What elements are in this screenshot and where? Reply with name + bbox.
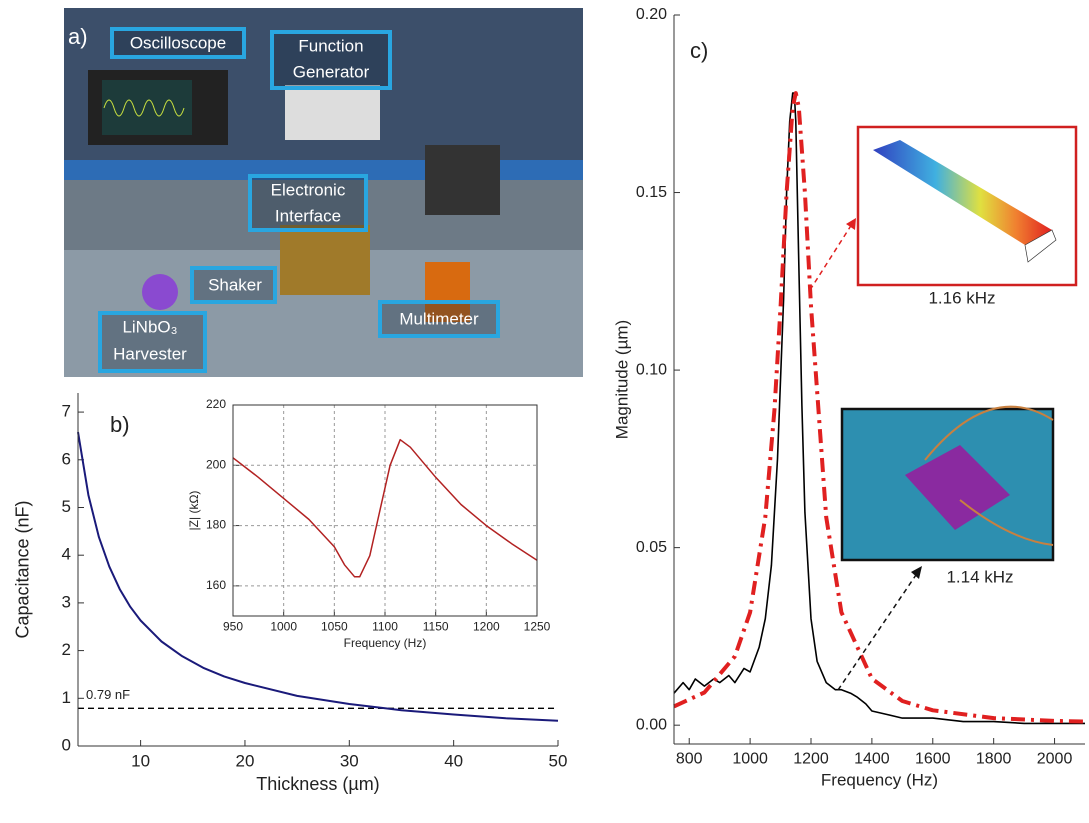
panel-label: c) [690,38,708,63]
x-axis-title: Frequency (Hz) [344,636,427,650]
x-tick-label: 10 [131,752,150,771]
reference-label: 0.79 nF [86,687,130,702]
photo-label: Shaker [208,275,262,294]
shaker-body [142,274,178,310]
y-tick-label: 0.00 [636,716,667,733]
photo-label: LiNbO₃ [122,317,177,336]
data-line [673,92,1085,725]
label-box [270,30,392,90]
panel-label: a) [68,24,88,49]
y-tick-label: 0.05 [636,539,667,556]
device-body [905,445,1010,530]
board [280,225,370,295]
x-tick-label: 1150 [423,620,449,634]
x-tick-label: 40 [444,752,463,771]
x-tick-label: 1100 [372,620,398,634]
beam-edge [1024,229,1057,263]
x-tick-label: 1400 [854,750,890,767]
y-axis-title: Magnitude (µm) [612,320,631,439]
chart: 950 1000 1050 1100 1150 1200 1250 160 180 200 220 F… [187,397,551,650]
photo-label: Multimeter [399,309,479,328]
x-tick-label: 30 [340,752,359,771]
y-tick-label: 4 [62,545,71,564]
y-tick-label: 200 [206,457,226,471]
arrow-head [846,218,856,230]
y-axis-title: Capacitance (nF) [12,500,32,638]
scope-screen [102,80,192,135]
x-axis-title: Frequency (Hz) [821,770,938,789]
x-tick-label: 1000 [270,620,297,634]
photo-label: Interface [275,206,341,225]
x-tick-label: 800 [676,750,703,767]
x-tick-label: 2000 [1037,750,1073,767]
scope-wave [103,99,185,117]
y-tick-label: 0.15 [636,184,667,201]
x-tick-label: 1800 [976,750,1012,767]
device-wire [924,405,1054,546]
chart: 800 1000 1200 1400 1600 1800 2000 0.00 0.05 0.10 0… [612,6,1086,789]
x-tick-label: 1200 [793,750,829,767]
y-tick-label: 2 [62,640,71,659]
y-tick-label: 5 [62,497,71,516]
x-tick-label: 1600 [915,750,951,767]
data-line [232,438,538,578]
annotation: 1.14 kHz [946,567,1013,586]
label-box [98,311,207,373]
y-tick-label: 6 [62,449,71,468]
label-box [110,27,246,59]
x-tick-label: 1200 [473,620,500,634]
photo-label: Function [298,36,363,55]
label-box [248,174,368,232]
axis-frame [232,404,538,617]
y-tick-label: 220 [206,397,226,411]
x-tick-label: 950 [223,620,243,634]
x-tick-label: 1050 [321,620,348,634]
generator [285,85,380,140]
arrow [809,223,853,291]
chart: 10 20 30 40 50 0 1 2 3 4 5 6 7 0.79 nF Thickness (µm) C… [12,393,567,794]
y-tick-label: 1 [62,688,71,707]
x-tick-label: 1250 [524,620,551,634]
arrow [837,571,919,691]
y-tick-label: 7 [62,402,71,421]
y-axis-title: |Z| (kΩ) [187,491,201,531]
label-box [190,266,277,304]
y-tick-label: 0.20 [636,6,667,23]
photo-label: Oscilloscope [130,33,226,52]
y-tick-label: 0 [62,735,71,754]
beam-shape [873,140,1052,245]
multimeter-body [425,262,470,322]
x-tick-label: 20 [235,752,254,771]
y-tick-label: 0.10 [636,361,667,378]
annotation: 1.16 kHz [928,288,995,307]
data-line [77,431,559,722]
y-tick-label: 3 [62,592,71,611]
photo-label: Harvester [113,344,187,363]
x-tick-label: 50 [549,752,568,771]
y-tick-label: 180 [206,518,226,532]
label-box [378,300,500,338]
panel-label: b) [110,412,130,437]
y-tick-label: 160 [206,578,226,592]
photo-panel: Oscilloscope Function Generator Electron… [64,8,583,377]
x-axis-title: Thickness (µm) [256,774,379,794]
x-tick-label: 1000 [732,750,768,767]
laptop [425,145,500,215]
photo-label: Generator [293,62,370,81]
arrow-head [911,566,922,579]
photo-label: Electronic [271,180,346,199]
